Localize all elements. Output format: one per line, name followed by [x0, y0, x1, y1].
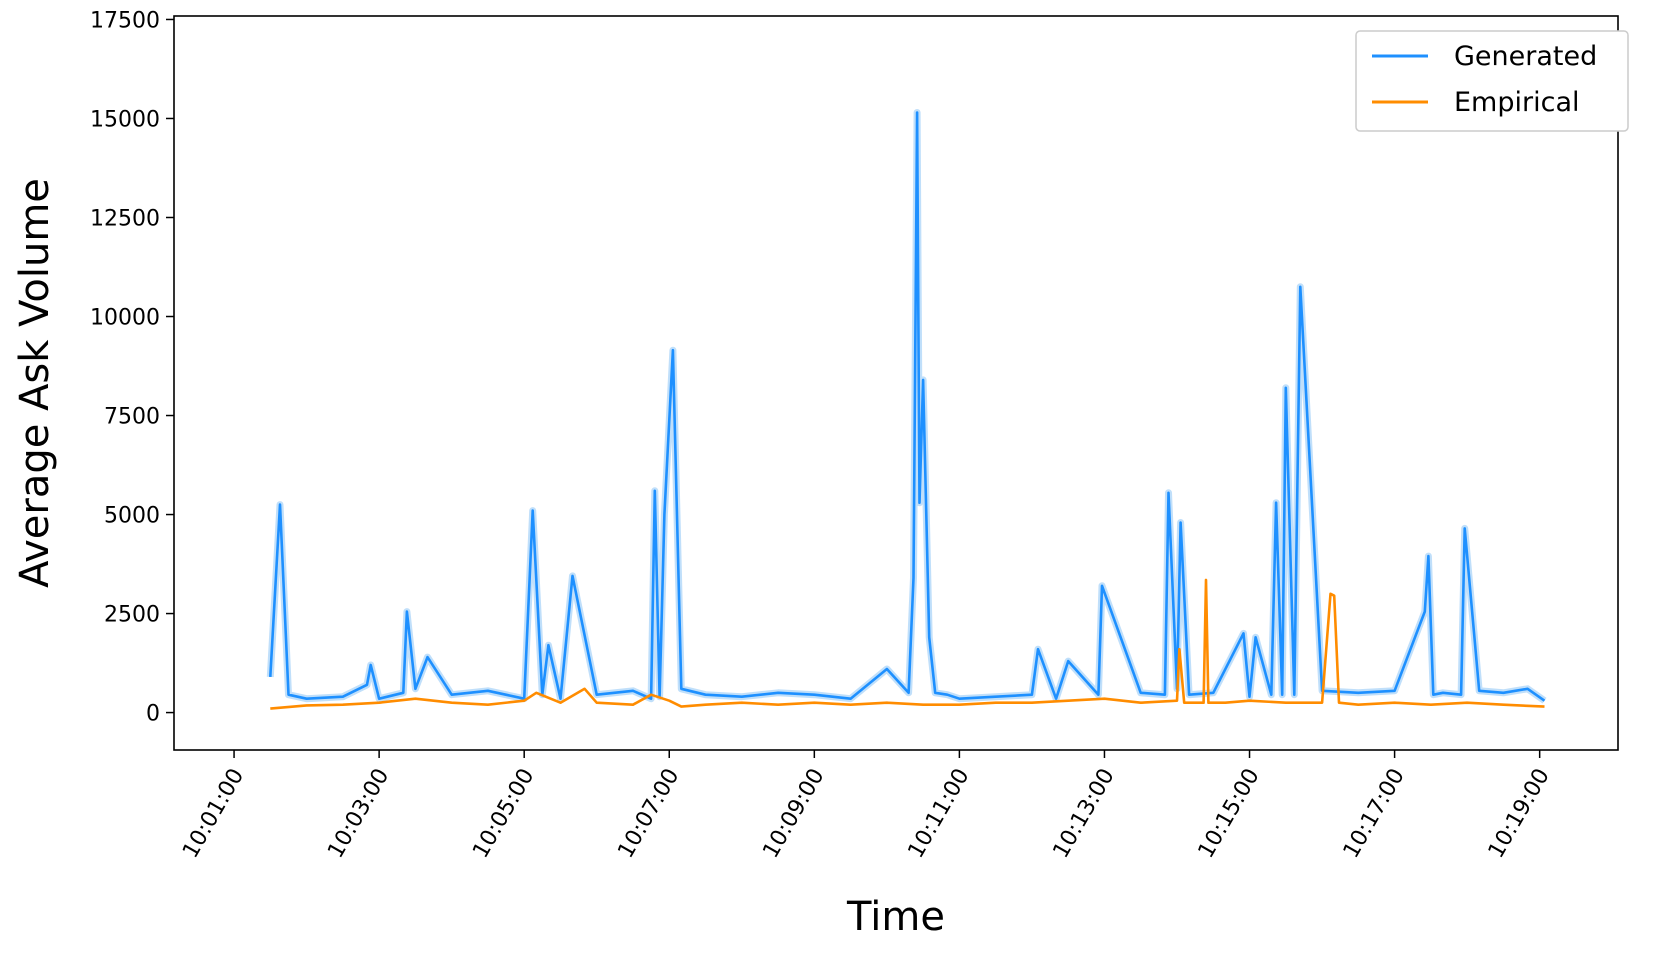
plot-frame: [173, 15, 1619, 751]
series-line-empirical: [270, 578, 1545, 710]
y-tick-label: 10000: [90, 306, 160, 331]
y-tick-label: 12500: [90, 206, 160, 231]
plot-area: [266, 109, 1547, 710]
y-axis-title: Average Ask Volume: [12, 178, 58, 588]
legend-label-generated: Generated: [1454, 41, 1597, 72]
y-axis: 0 2500 5000 7500 10000 12500 15000 17500: [90, 8, 174, 727]
legend: Generated Empirical: [1355, 30, 1629, 132]
y-tick-label: 0: [146, 702, 160, 727]
y-tick-label: 17500: [90, 8, 160, 33]
x-axis-title: Time: [846, 894, 945, 940]
y-tick-label: 7500: [104, 405, 160, 430]
y-tick-label: 15000: [90, 107, 160, 132]
y-tick-label: 2500: [104, 603, 160, 628]
legend-label-empirical: Empirical: [1454, 87, 1580, 118]
y-tick-label: 5000: [104, 504, 160, 529]
